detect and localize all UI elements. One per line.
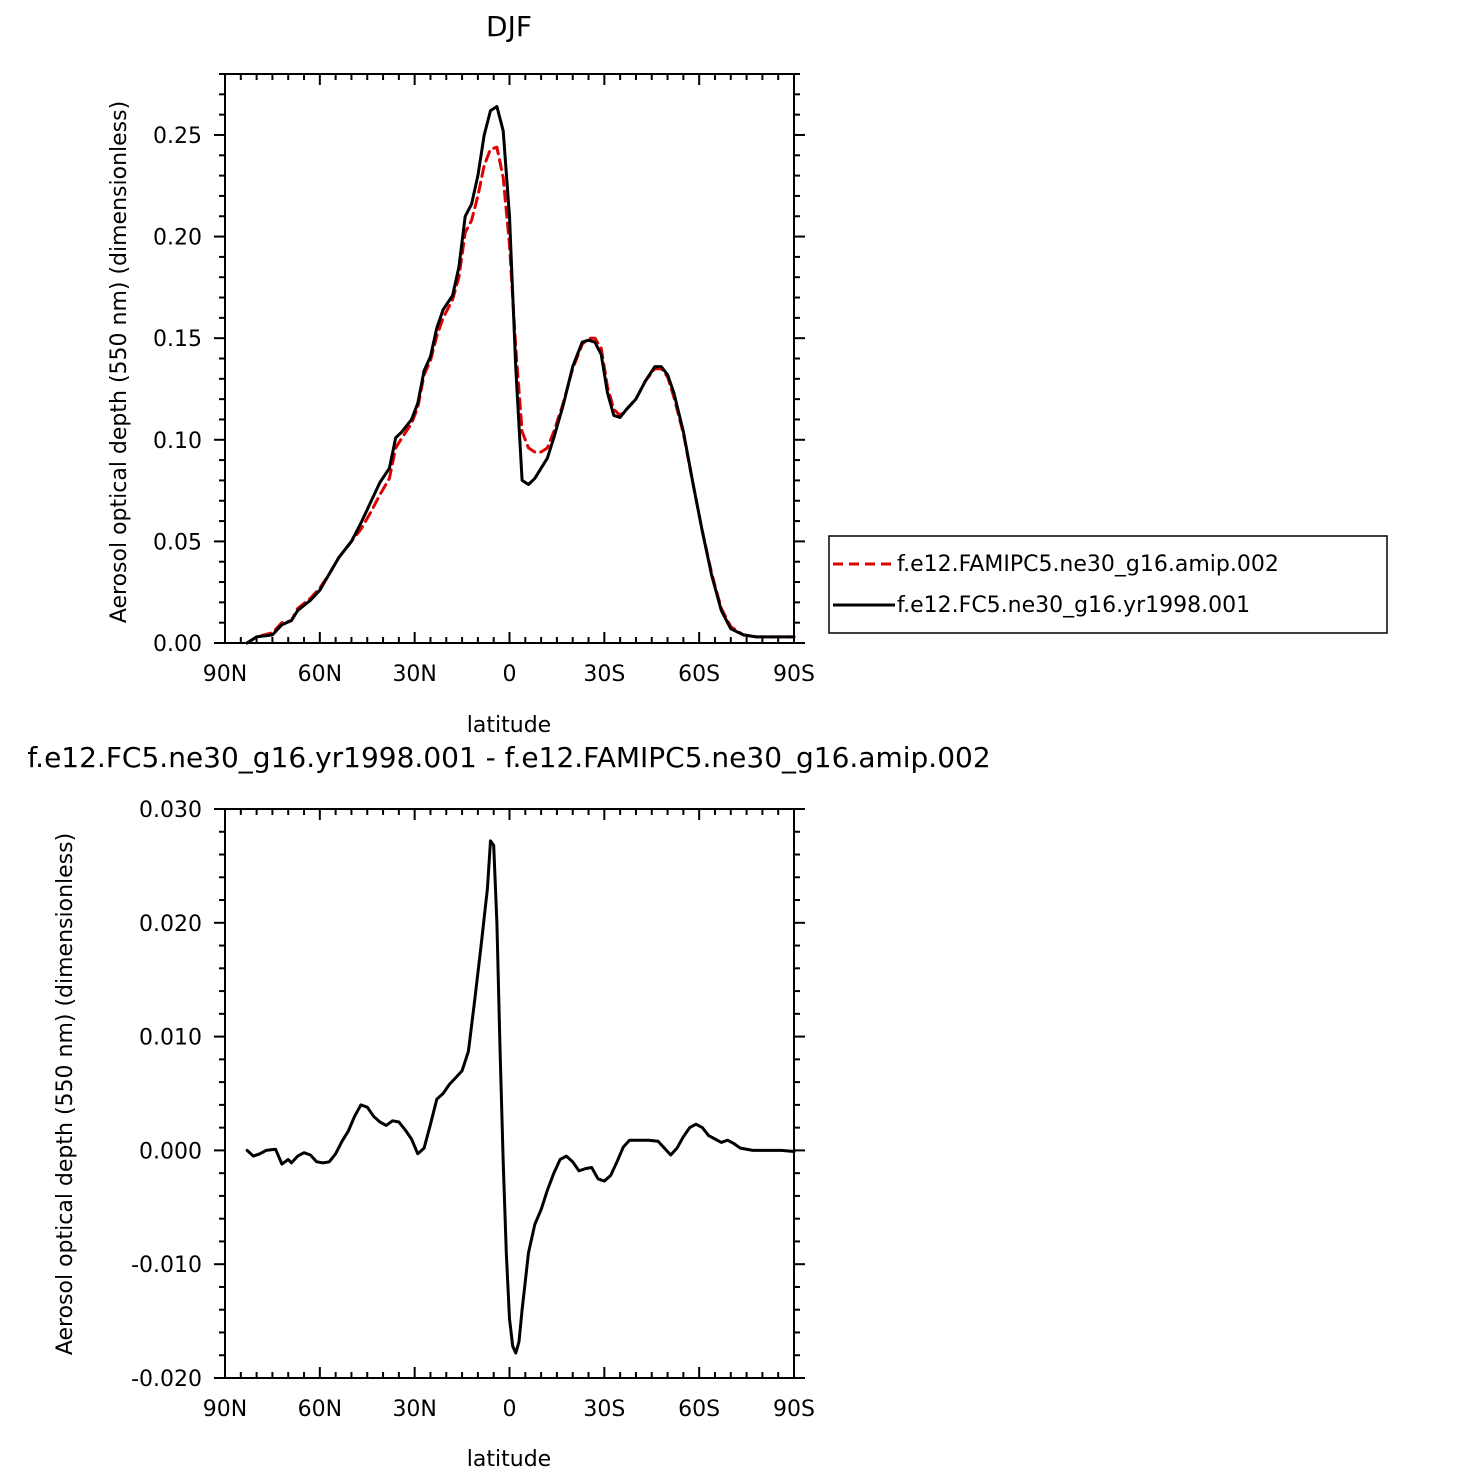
top-x-tick-label: 60N [298,662,342,687]
top-legend-frame [828,535,1388,634]
top-series-line-0 [245,145,796,645]
bottom-y-tick-label: 0.010 [139,1026,202,1051]
legend-label-1: f.e12.FC5.ne30_g16.yr1998.001 [897,593,1250,618]
bottom-x-tick-label: 30S [583,1397,625,1422]
top-x-tick-label: 0 [503,662,517,687]
top-y-tick-label: 0.20 [153,226,202,251]
top-x-tick-label: 30S [583,662,625,687]
top-x-tick-label: 60S [678,662,720,687]
top-x-axis-title: latitude [467,713,551,738]
bottom-series-line-0 [245,839,796,1355]
top-y-axis-title: Aerosol optical depth (550 nm) (dimensio… [107,101,132,623]
bottom-y-tick-label: 0.030 [139,798,202,823]
bottom-plot-title: f.e12.FC5.ne30_g16.yr1998.001 - f.e12.FA… [27,741,990,774]
bottom-x-tick-label: 60S [678,1397,720,1422]
bottom-y-tick-label: 0.000 [139,1139,202,1164]
bottom-y-tick-label: -0.010 [131,1253,202,1278]
bottom-y-tick-label: -0.020 [131,1367,202,1392]
legend-label-0: f.e12.FAMIPC5.ne30_g16.amip.002 [897,552,1279,577]
bottom-y-axis-title: Aerosol optical depth (550 nm) (dimensio… [53,833,78,1355]
bottom-x-tick-label: 30N [392,1397,436,1422]
top-y-tick-label: 0.00 [153,632,202,657]
top-x-ticks [224,74,795,643]
bottom-y-ticks [214,808,805,1379]
bottom-x-axis-title: latitude [467,1447,551,1472]
bottom-x-tick-label: 60N [298,1397,342,1422]
top-y-tick-label: 0.25 [153,124,202,149]
bottom-y-tick-label: 0.020 [139,912,202,937]
top-series-line-1 [245,105,796,645]
top-panel: DJF Aerosol optical depth (550 nm) (dime… [107,10,1388,738]
top-y-tick-label: 0.05 [153,530,202,555]
top-legend: f.e12.FAMIPC5.ne30_g16.amip.002 f.e12.FC… [828,535,1388,634]
top-x-tick-label: 90S [773,662,815,687]
bottom-x-tick-label: 90S [773,1397,815,1422]
top-x-tick-label: 90N [203,662,247,687]
bottom-x-ticks [224,809,795,1378]
top-plot-title: DJF [486,10,532,43]
top-y-ticks [214,73,805,644]
bottom-x-tick-label: 0 [503,1397,517,1422]
bottom-panel: f.e12.FC5.ne30_g16.yr1998.001 - f.e12.FA… [27,741,990,1472]
bottom-x-tick-label: 90N [203,1397,247,1422]
top-y-tick-label: 0.15 [153,327,202,352]
top-x-tick-label: 30N [392,662,436,687]
top-y-tick-label: 0.10 [153,429,202,454]
